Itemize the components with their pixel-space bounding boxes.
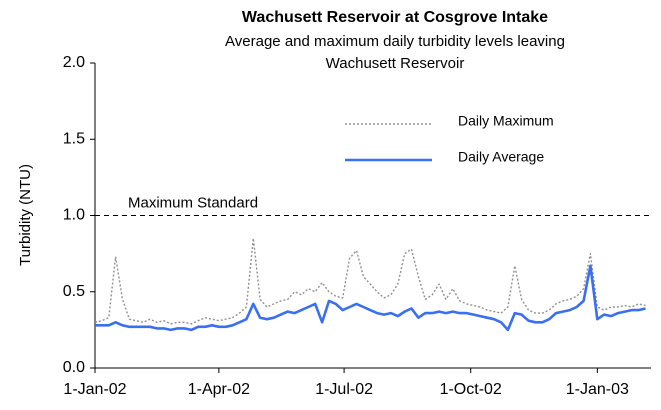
- x-tick-label: 1-Jan-02: [63, 381, 126, 398]
- reference-label: Maximum Standard: [128, 194, 258, 211]
- y-axis-label: Turbidity (NTU): [17, 164, 34, 266]
- series-line: [95, 264, 646, 332]
- legend-label: Daily Maximum: [458, 113, 554, 129]
- legend-label: Daily Average: [458, 149, 544, 165]
- y-tick-label: 0.0: [63, 359, 85, 376]
- x-tick-label: 1-Apr-02: [188, 381, 250, 398]
- y-tick-label: 1.0: [63, 207, 85, 224]
- y-tick-label: 0.5: [63, 283, 85, 300]
- chart-subtitle: Average and maximum daily turbidity leve…: [225, 33, 565, 72]
- y-tick-label: 1.5: [63, 130, 85, 147]
- chart-title: Wachusett Reservoir at Cosgrove Intake: [242, 9, 548, 26]
- x-tick-label: 1-Jan-03: [566, 381, 629, 398]
- y-tick-label: 2.0: [63, 54, 85, 71]
- x-tick-label: 1-Oct-02: [440, 381, 502, 398]
- x-tick-label: 1-Jul-02: [315, 381, 373, 398]
- series-line: [94, 237, 646, 325]
